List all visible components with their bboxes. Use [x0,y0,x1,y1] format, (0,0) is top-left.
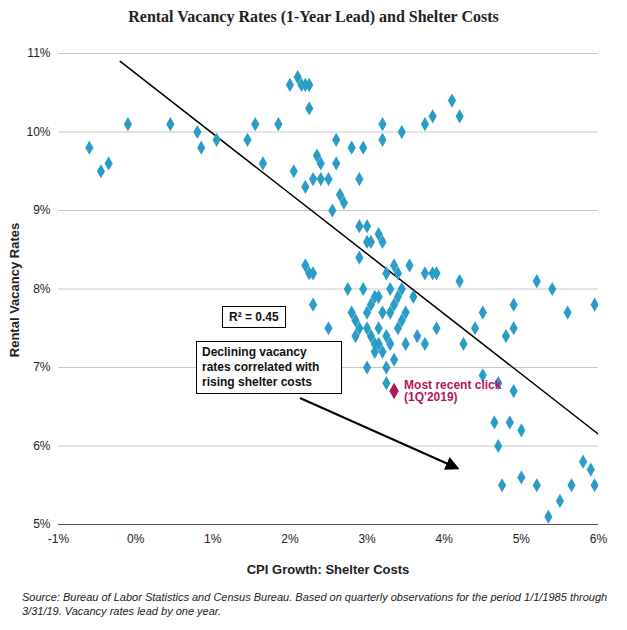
svg-text:9%: 9% [33,203,51,217]
html-text:Declining vacancy rates correl: Declining vacancy rates correlated with … [202,345,320,389]
svg-text:1%: 1% [204,532,222,546]
html-text:CPI Growth: Shelter Costs: CPI Growth: Shelter Costs [246,562,410,577]
svg-text:7%: 7% [33,360,51,374]
html-text:R² = 0.45: R² = 0.45 [229,310,279,324]
svg-text:8%: 8% [33,282,51,296]
svg-text:6%: 6% [33,439,51,453]
html-text:Rental Vacancy Rates: Rental Vacancy Rates [6,222,22,358]
svg-text:3%: 3% [358,532,376,546]
svg-text:0%: 0% [127,532,145,546]
svg-text:10%: 10% [26,125,50,139]
svg-text:5%: 5% [33,517,51,531]
svg-text:4%: 4% [436,532,454,546]
svg-text:Most recent click(1Q'2019): Most recent click(1Q'2019) [404,378,502,404]
svg-text:11%: 11% [27,46,50,60]
html-text:Rental Vacancy Rates (1-Year L: Rental Vacancy Rates (1-Year Lead) and S… [128,8,499,25]
svg-text:-1%: -1% [48,532,70,546]
svg-text:5%: 5% [513,532,531,546]
html-text:Source: Bureau of Labor Statis: Source: Bureau of Labor Statistics and C… [22,591,608,618]
svg-text:2%: 2% [281,532,299,546]
svg-text:6%: 6% [590,532,608,546]
